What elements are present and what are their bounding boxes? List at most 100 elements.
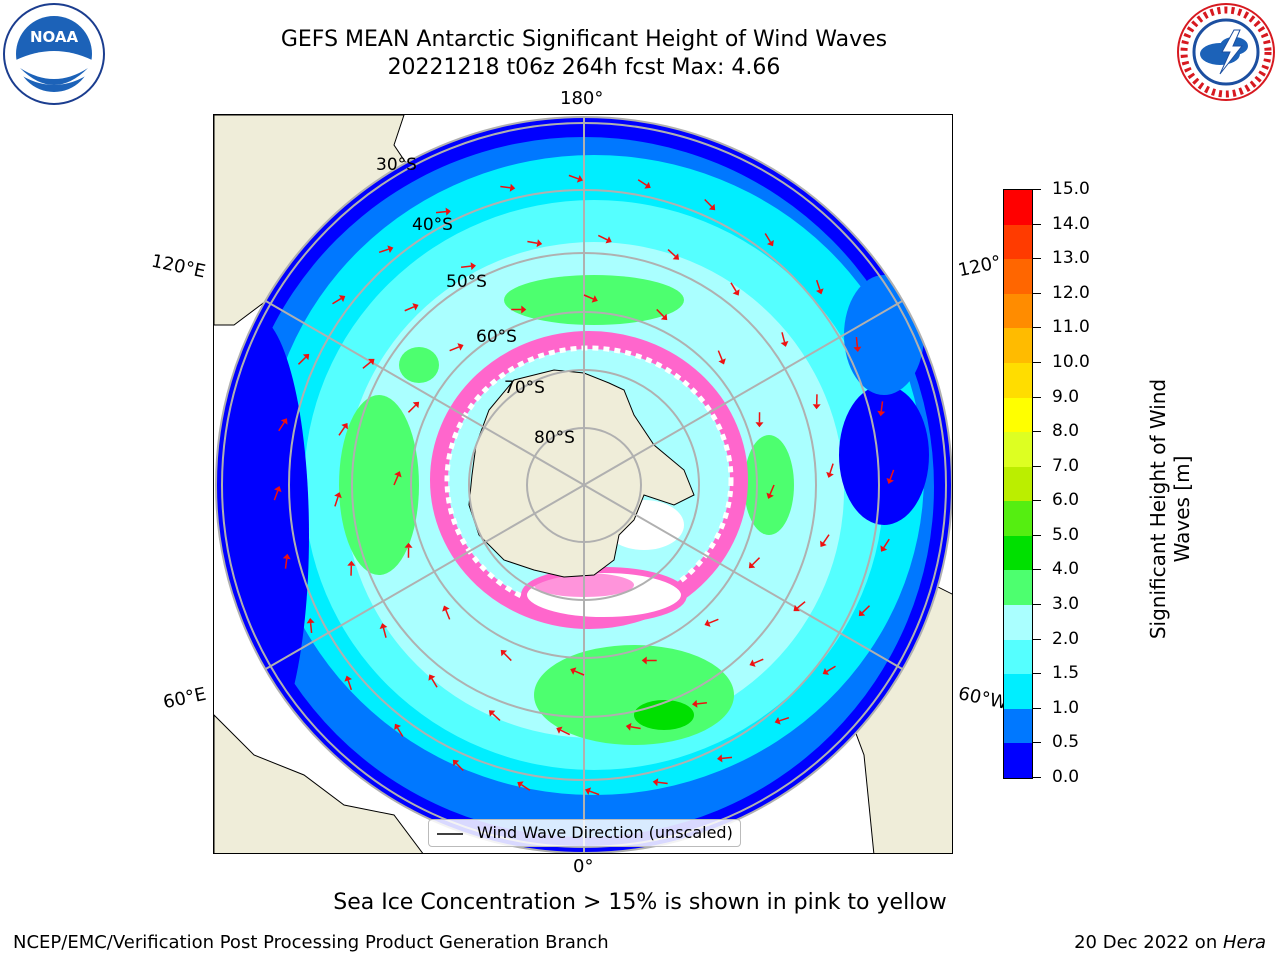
colorbar-segment	[1004, 639, 1032, 675]
wind-arrow-head	[748, 561, 756, 569]
wind-arrow	[656, 308, 665, 318]
colorbar-segment	[1004, 189, 1032, 225]
wind-arrow	[435, 210, 447, 214]
colorbar-tick-label: 15.0	[1052, 179, 1090, 199]
wind-arrow	[583, 294, 594, 300]
colorbar	[1003, 189, 1033, 779]
wind-arrow	[630, 726, 641, 730]
noaa-logo: NOAA	[3, 3, 105, 105]
wind-arrow	[657, 781, 668, 785]
wind-arrow-head	[780, 341, 789, 347]
colorbar-tick-label: 0.5	[1052, 732, 1080, 753]
wind-arrow	[407, 404, 417, 413]
colorbar-tick-label: 7.0	[1052, 455, 1080, 476]
wind-arrow-head	[704, 619, 711, 627]
wind-arrow-head	[826, 471, 834, 478]
wind-arrow-head	[536, 239, 543, 248]
colorbar-segment	[1004, 673, 1032, 709]
wind-direction-arrows	[273, 174, 895, 796]
wind-arrow-head	[880, 545, 888, 552]
colorbar-tick-label: 9.0	[1052, 386, 1080, 407]
wind-arrow	[273, 490, 279, 501]
lon-label-120w: 120°	[956, 251, 1004, 282]
wind-arrow-head	[718, 358, 726, 365]
colorbar-tick	[1033, 258, 1041, 260]
wind-arrow	[589, 790, 600, 796]
wind-arrow-head	[641, 656, 647, 665]
wind-arrow-head	[732, 289, 740, 296]
wind-arrow	[309, 622, 313, 634]
wind-arrow	[404, 306, 415, 312]
wind-arrow-head	[338, 295, 346, 302]
polar-map: 30°S 40°S 50°S 60°S 70°S 80°S	[214, 115, 952, 853]
wind-arrow-head	[488, 710, 496, 717]
wind-arrow-head	[302, 353, 310, 361]
wind-arrow-head	[820, 540, 827, 548]
colorbar-tick	[1033, 742, 1041, 744]
wind-arrow-head	[774, 717, 781, 725]
colorbar-tick	[1033, 396, 1041, 398]
colorbar-tick	[1033, 638, 1041, 640]
wind-arrow-head	[717, 754, 723, 763]
map-legend: Wind Wave Direction (unscaled)	[428, 819, 741, 847]
wind-arrow-head	[755, 422, 764, 428]
wind-arrow	[889, 469, 895, 480]
lat-label-60s: 60°S	[476, 327, 517, 347]
colorbar-segment	[1004, 362, 1032, 398]
wind-arrow	[796, 601, 806, 609]
wind-arrow-head	[816, 288, 824, 295]
wind-arrow	[779, 716, 790, 722]
wind-arrow-head	[306, 618, 315, 624]
colorbar-segment	[1004, 327, 1032, 363]
lat-label-30s: 30°S	[376, 155, 417, 175]
lon-label-60w: 60°W	[956, 683, 1010, 714]
wind-arrow-head	[556, 726, 563, 734]
colorbar-segment	[1004, 535, 1032, 571]
wind-arrow	[764, 233, 772, 243]
wind-arrow-head	[591, 295, 598, 303]
wind-arrow-head	[672, 253, 680, 260]
colorbar-tick	[1033, 569, 1041, 571]
wind-arrow-head	[412, 303, 419, 311]
wind-arrow-head	[394, 723, 401, 731]
footer-machine: Hera	[1222, 932, 1266, 953]
wind-arrow	[449, 346, 460, 352]
wind-arrow	[297, 356, 307, 365]
wind-arrow	[500, 185, 511, 189]
colorbar-tick-label: 1.0	[1052, 697, 1080, 718]
wind-arrow	[815, 279, 821, 290]
wind-arrow-head	[445, 207, 451, 216]
wind-arrow	[829, 463, 834, 474]
wind-arrow	[378, 248, 389, 254]
wind-arrow	[334, 496, 339, 507]
colorbar-tick	[1033, 673, 1041, 675]
colorbar-segment	[1004, 431, 1032, 467]
colorbar-segment	[1004, 500, 1032, 536]
wind-arrow-head	[644, 181, 651, 189]
colorbar-segment	[1004, 742, 1032, 778]
wind-arrow-head	[585, 787, 592, 795]
wind-arrow	[521, 784, 531, 791]
colorbar-tick-label: 13.0	[1052, 248, 1090, 269]
wind-arrow	[704, 198, 713, 208]
colorbar-segment	[1004, 224, 1032, 260]
footer-date-text: 20 Dec 2022 on	[1074, 932, 1223, 953]
colorbar-tick-label: 12.0	[1052, 282, 1090, 303]
wind-arrow	[769, 484, 775, 495]
wind-arrow	[708, 618, 719, 624]
colorbar-segment	[1004, 708, 1032, 744]
wind-arrow-head	[404, 542, 413, 548]
wind-arrow-head	[858, 609, 866, 617]
colorbar-tick-label: 4.0	[1052, 559, 1080, 580]
wind-arrow	[347, 680, 353, 691]
wind-arrow-head	[749, 659, 756, 667]
wind-arrow	[597, 234, 608, 241]
wind-arrow	[278, 422, 285, 432]
wind-arrow-head	[812, 404, 821, 410]
wind-arrow-head	[282, 553, 291, 560]
wind-arrow	[883, 538, 890, 548]
lon-label-60e: 60°E	[161, 683, 208, 714]
wind-arrow	[382, 627, 387, 638]
lon-label-180: 180°	[560, 88, 604, 109]
wind-arrow	[284, 558, 288, 569]
